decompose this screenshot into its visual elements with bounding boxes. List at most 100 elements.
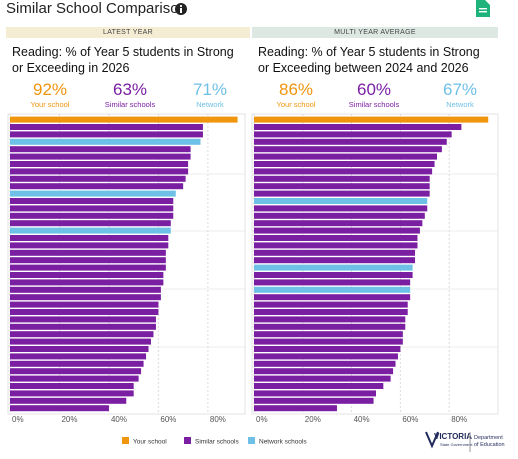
bar <box>254 294 411 301</box>
plot-frame <box>251 113 499 415</box>
panel-header: LATEST YEAR <box>6 27 250 38</box>
bar <box>10 405 109 412</box>
bar <box>10 249 166 256</box>
stat-value: 67% <box>442 80 478 99</box>
x-tick-label: 20% <box>305 415 321 424</box>
bar <box>10 331 154 338</box>
x-tick-label: 20% <box>61 415 77 424</box>
panel-subtitle: Reading: % of Year 5 students in Strong … <box>258 45 480 75</box>
bar <box>254 190 430 197</box>
plot-frame <box>7 113 246 415</box>
bar <box>10 198 174 204</box>
bar <box>10 360 144 367</box>
legend-label: Similar schools <box>195 439 239 446</box>
stat: 86% Your school <box>256 80 336 110</box>
bar <box>254 235 418 241</box>
bar <box>10 212 174 219</box>
stat-value: 63% <box>112 80 148 99</box>
bar <box>254 168 433 175</box>
bar <box>10 264 166 271</box>
x-tick-label: 40% <box>354 415 370 424</box>
panel-header: MULTI YEAR AVERAGE <box>252 27 498 38</box>
bar <box>254 346 401 352</box>
bar <box>254 301 408 308</box>
x-tick-label: 60% <box>402 415 418 424</box>
bar <box>10 353 147 360</box>
x-tick-label: 80% <box>451 415 467 424</box>
stat-value: 71% <box>192 80 228 99</box>
logo-sub: State Government <box>440 442 473 447</box>
stat-label: Network <box>196 100 224 109</box>
bar <box>254 390 376 397</box>
x-tick-label: 0% <box>12 415 24 424</box>
bar <box>254 338 403 345</box>
bar <box>254 360 396 367</box>
logo-name: VICTORIA <box>434 432 472 441</box>
bar <box>10 153 191 160</box>
bar <box>254 286 411 293</box>
stat: 60% Similar schools <box>334 80 414 110</box>
bar <box>10 309 159 315</box>
bar <box>254 323 406 330</box>
bar <box>254 249 416 256</box>
bar <box>10 257 166 264</box>
bar <box>254 331 403 338</box>
bar <box>10 323 156 330</box>
bar <box>10 190 176 197</box>
stat: 63% Similar schools <box>90 80 170 110</box>
document-icon[interactable] <box>476 0 490 17</box>
bar <box>10 383 134 389</box>
stat-value: 92% <box>32 80 68 99</box>
stat-label: Similar schools <box>104 100 156 109</box>
legend-label: Your school <box>133 439 167 446</box>
bar <box>254 205 428 212</box>
bar <box>10 138 201 145</box>
bar <box>254 212 425 219</box>
logo-mark <box>425 431 439 449</box>
stat-label: Network <box>446 100 474 109</box>
bar <box>10 220 171 227</box>
stat-label: Your school <box>276 100 316 109</box>
x-tick-label: 60% <box>160 415 176 424</box>
bar <box>254 405 337 412</box>
bar <box>10 286 161 293</box>
bar <box>254 116 489 123</box>
panel-subtitle: Reading: % of Year 5 students in Strong … <box>12 45 234 75</box>
bar <box>254 397 374 404</box>
page-title: Similar School Comparison <box>6 0 187 17</box>
bar <box>10 205 174 212</box>
bar <box>10 294 161 301</box>
bar <box>10 183 184 190</box>
legend-label: Network schools <box>259 439 307 446</box>
bar <box>254 138 447 145</box>
bar <box>10 338 151 345</box>
bar <box>254 227 420 234</box>
bar <box>254 146 442 153</box>
bar <box>254 198 428 204</box>
info-icon[interactable] <box>174 2 188 16</box>
bar <box>10 116 238 123</box>
bar <box>254 220 423 227</box>
stat: 67% Network <box>420 80 500 110</box>
stat: 71% Network <box>170 80 250 110</box>
bar <box>10 390 134 397</box>
bar <box>10 175 186 182</box>
bar <box>10 227 171 234</box>
bar <box>10 168 189 175</box>
bar <box>10 301 159 308</box>
bar <box>254 153 437 160</box>
bar <box>10 146 191 153</box>
bar <box>10 272 164 278</box>
bar <box>254 279 411 286</box>
bar <box>254 257 416 264</box>
bar <box>254 316 406 323</box>
x-tick-label: 40% <box>111 415 127 424</box>
stat: 92% Your school <box>10 80 90 110</box>
bar <box>10 397 127 404</box>
bar <box>254 183 430 190</box>
bar <box>10 235 169 241</box>
bar <box>254 131 452 138</box>
bar <box>10 124 203 130</box>
stat-label: Your school <box>30 100 70 109</box>
